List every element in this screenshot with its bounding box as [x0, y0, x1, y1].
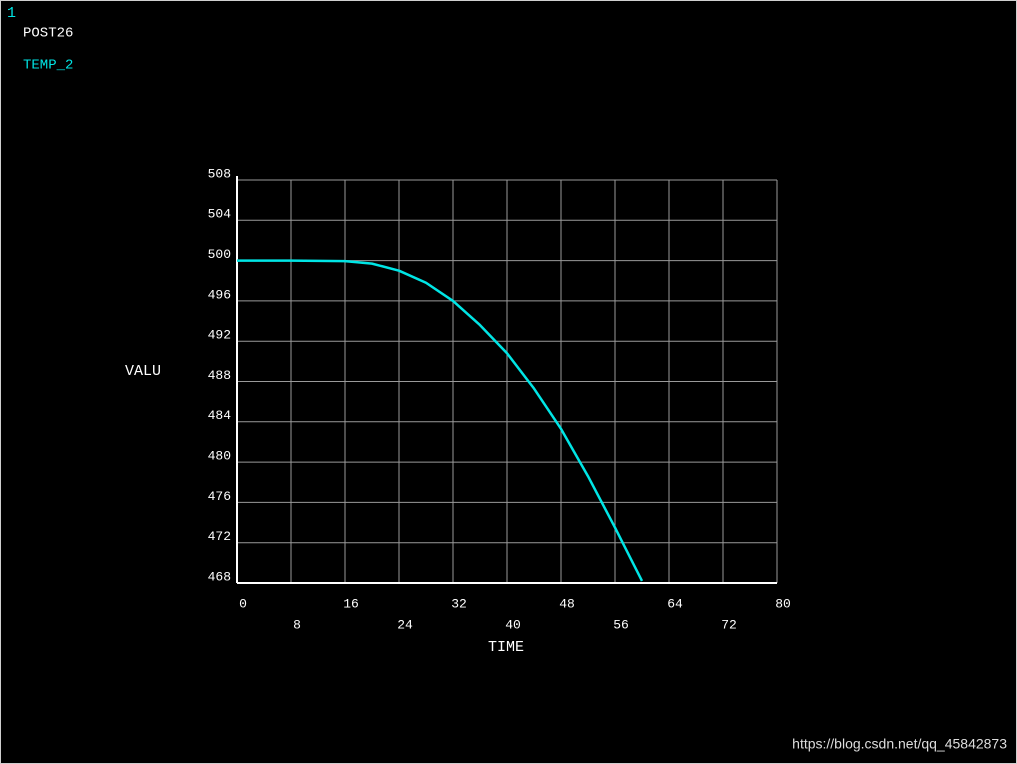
x-tick-label: 80 — [775, 596, 791, 611]
x-tick-label: 8 — [293, 617, 301, 632]
x-tick-label: 32 — [451, 596, 467, 611]
data-line — [237, 259, 644, 582]
x-tick-label: 40 — [505, 617, 521, 632]
x-axis-label: TIME — [488, 639, 524, 656]
y-tick-label: 488 — [208, 368, 231, 383]
y-tick-label: 496 — [208, 287, 231, 302]
x-tick-label: 72 — [721, 617, 737, 632]
x-tick-label: 16 — [343, 596, 359, 611]
watermark: https://blog.csdn.net/qq_45842873 — [792, 736, 1007, 752]
y-tick-label: 472 — [208, 529, 231, 544]
x-tick-label: 0 — [239, 596, 247, 611]
x-tick-label: 56 — [613, 617, 629, 632]
x-tick-label: 48 — [559, 596, 575, 611]
y-tick-label: 480 — [208, 449, 231, 464]
x-tick-label: 64 — [667, 596, 683, 611]
legend-entry: TEMP_2 — [23, 58, 73, 74]
window-number: 1 — [7, 5, 16, 22]
y-tick-label: 500 — [208, 247, 231, 262]
y-tick-label: 468 — [208, 569, 231, 584]
y-tick-label: 492 — [208, 328, 231, 343]
y-tick-label: 484 — [208, 408, 232, 423]
y-tick-label: 476 — [208, 489, 231, 504]
x-tick-label: 24 — [397, 617, 413, 632]
y-axis-label: VALU — [125, 363, 161, 380]
y-tick-label: 508 — [208, 166, 231, 181]
y-tick-label: 504 — [208, 207, 232, 222]
chart-title: POST26 — [23, 26, 73, 42]
